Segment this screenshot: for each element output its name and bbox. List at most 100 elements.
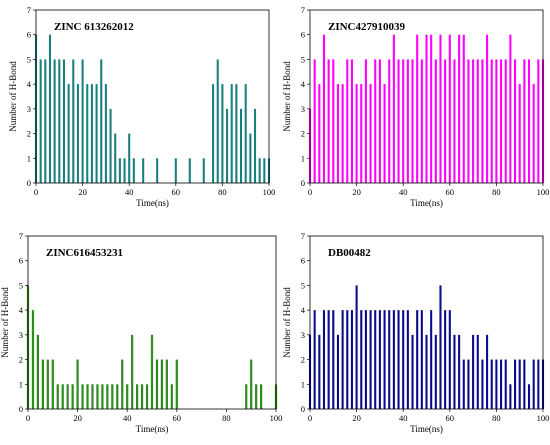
bar: [322, 34, 326, 184]
bar: [472, 59, 475, 183]
bar: [425, 334, 428, 409]
bar: [121, 359, 124, 409]
chart-panel-4: 0 1 2 3 4 5 6 7 0 20 40 60 80 100 Time(ns) Number of H-…: [282, 231, 549, 434]
bar: [258, 158, 261, 183]
bar: [364, 59, 367, 183]
plot-frame: [35, 9, 270, 184]
x-tick-label: 0: [34, 187, 38, 197]
bar: [188, 158, 191, 183]
bar: [58, 59, 61, 183]
bar: [111, 384, 114, 409]
bar: [518, 359, 521, 409]
bar: [514, 59, 517, 183]
bar: [397, 59, 400, 183]
x-tick-label: 0: [308, 187, 312, 197]
bar: [537, 359, 540, 409]
bar: [230, 84, 233, 183]
bar: [425, 34, 428, 184]
bar: [430, 34, 433, 184]
bar: [249, 133, 252, 183]
bar: [509, 34, 512, 184]
bar: [388, 310, 391, 409]
panel-title: ZINC427910039: [328, 21, 406, 33]
bar: [46, 359, 49, 409]
y-tick-label: 0: [19, 404, 23, 414]
y-tick-label: 4: [19, 305, 24, 315]
bar: [56, 384, 59, 409]
bar: [402, 59, 405, 183]
bar: [71, 384, 74, 409]
y-tick-label: 1: [27, 153, 31, 163]
bar: [132, 158, 135, 183]
bar: [123, 158, 126, 183]
y-tick-label: 0: [301, 178, 305, 188]
bar: [313, 59, 316, 183]
x-tick-label: 20: [78, 187, 87, 197]
bar: [523, 59, 526, 183]
bar: [36, 334, 40, 409]
x-tick-label: 80: [492, 187, 501, 197]
bar: [221, 84, 224, 183]
bar: [388, 59, 391, 183]
bar: [318, 334, 321, 409]
bar: [96, 384, 99, 409]
x-tick-label: 40: [123, 413, 132, 423]
bar: [165, 359, 168, 409]
bar: [76, 84, 79, 183]
x-tick-label: 40: [399, 413, 408, 423]
x-axis-title: Time(ns): [410, 424, 443, 434]
bar: [128, 133, 131, 183]
bar: [100, 59, 103, 183]
bar: [350, 59, 353, 183]
bar: [170, 384, 173, 409]
bar: [444, 310, 447, 409]
panel-title: ZINC 613262012: [54, 21, 134, 33]
bar: [260, 384, 263, 409]
bar: [160, 359, 164, 409]
y-tick-label: 3: [27, 104, 31, 114]
bar: [486, 334, 489, 409]
x-tick-label: 80: [492, 413, 501, 423]
bar: [444, 59, 447, 183]
x-tick-label: 60: [446, 413, 455, 423]
x-tick-label: 80: [222, 413, 231, 423]
bar: [226, 108, 229, 183]
bar: [250, 359, 253, 409]
bar: [537, 59, 540, 183]
bar: [476, 59, 479, 183]
bar: [383, 84, 386, 183]
bar: [86, 384, 89, 409]
bar: [101, 384, 104, 409]
x-tick-label: 40: [125, 187, 134, 197]
x-tick-label: 100: [263, 187, 276, 197]
bar: [355, 285, 358, 409]
bar: [212, 84, 215, 183]
y-tick-label: 6: [19, 256, 23, 266]
bar: [253, 108, 257, 183]
bar: [458, 334, 461, 409]
y-axis-title: Number of H-Bond: [282, 287, 292, 358]
bar: [91, 384, 94, 409]
bar: [402, 310, 405, 409]
y-tick-label: 1: [301, 379, 305, 389]
x-axis-title: Time(ns): [136, 424, 169, 434]
x-tick-label: 80: [218, 187, 227, 197]
plot-frame: [309, 235, 544, 410]
y-tick-label: 2: [27, 129, 31, 139]
x-tick-label: 20: [73, 413, 82, 423]
bar: [527, 59, 531, 183]
y-axis-title: Number of H-Bond: [282, 61, 292, 132]
bar: [109, 108, 112, 183]
bar: [53, 59, 56, 183]
bar: [420, 310, 423, 409]
bar: [374, 59, 377, 183]
bar: [467, 359, 470, 409]
bar: [240, 108, 243, 183]
x-tick-label: 100: [537, 187, 550, 197]
bar: [244, 84, 247, 183]
bar: [61, 384, 64, 409]
bar: [486, 34, 489, 184]
bar: [90, 84, 93, 183]
panel-title: ZINC616453231: [46, 247, 123, 259]
y-tick-label: 0: [301, 404, 305, 414]
